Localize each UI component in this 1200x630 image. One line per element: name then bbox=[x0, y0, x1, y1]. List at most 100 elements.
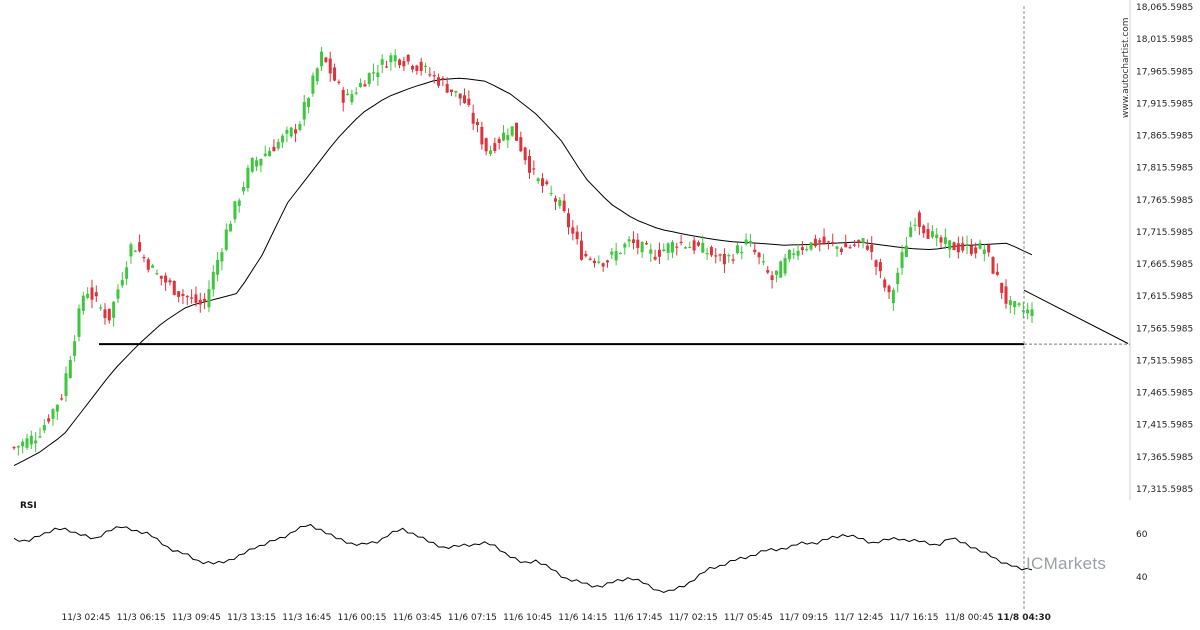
candle-down bbox=[553, 198, 557, 202]
candle-up bbox=[237, 200, 241, 206]
candle-down bbox=[991, 257, 995, 274]
candle-up bbox=[982, 249, 986, 255]
candle-up bbox=[34, 440, 38, 444]
candle-up bbox=[900, 252, 904, 268]
candle-down bbox=[584, 253, 588, 257]
candle-down bbox=[198, 299, 202, 305]
candle-down bbox=[922, 225, 926, 234]
candle-up bbox=[1026, 309, 1030, 314]
candle-up bbox=[623, 243, 627, 248]
candle-down bbox=[272, 146, 276, 152]
time-tick-label: 11/6 07:15 bbox=[448, 613, 497, 623]
candle-up bbox=[372, 72, 376, 74]
candle-down bbox=[566, 213, 570, 228]
candle-up bbox=[627, 239, 631, 242]
candle-down bbox=[159, 275, 163, 279]
candle-up bbox=[935, 234, 939, 239]
candle-up bbox=[796, 250, 800, 256]
candle-down bbox=[493, 143, 497, 152]
candle-up bbox=[913, 224, 917, 226]
candle-up bbox=[346, 93, 350, 96]
candle-up bbox=[242, 187, 246, 192]
candle-down bbox=[523, 147, 527, 161]
candle-down bbox=[956, 243, 960, 253]
candle-down bbox=[138, 242, 142, 252]
candle-down bbox=[952, 242, 956, 251]
price-panel: 18,065.5985 18,015.5985 17,965.5985 17,915.… bbox=[12, 0, 1193, 610]
candle-down bbox=[848, 247, 852, 249]
projection-line bbox=[1023, 289, 1129, 344]
price-tick-label: 17,315.5985 bbox=[1136, 485, 1193, 495]
rsi-tick-label: 40 bbox=[1136, 573, 1148, 583]
candle-down bbox=[94, 292, 98, 297]
candle-up bbox=[281, 135, 285, 143]
candle-up bbox=[133, 250, 137, 252]
candle-up bbox=[774, 270, 778, 275]
candle-down bbox=[822, 236, 826, 244]
candle-up bbox=[81, 295, 85, 311]
candle-up bbox=[263, 153, 267, 156]
candle-up bbox=[380, 59, 384, 65]
candle-up bbox=[666, 243, 670, 253]
candle-down bbox=[562, 200, 566, 212]
price-tick-label: 17,815.5985 bbox=[1136, 164, 1193, 174]
candle-up bbox=[367, 73, 371, 85]
candle-down bbox=[484, 138, 488, 152]
candle-up bbox=[896, 272, 900, 285]
candle-up bbox=[38, 436, 42, 438]
time-tick-label: 11/6 03:45 bbox=[393, 613, 442, 623]
time-axis-ticks: 11/3 02:45 11/3 06:15 11/3 09:45 11/3 13:15… bbox=[61, 613, 1050, 623]
candle-up bbox=[320, 51, 324, 67]
candle-up bbox=[29, 435, 33, 445]
candle-down bbox=[818, 240, 822, 243]
candle-down bbox=[90, 287, 94, 300]
candle-up bbox=[614, 250, 618, 261]
candle-down bbox=[605, 260, 609, 263]
candle-up bbox=[835, 246, 839, 249]
candle-down bbox=[644, 243, 648, 245]
candle-up bbox=[597, 261, 601, 263]
candle-up bbox=[727, 255, 731, 257]
candle-up bbox=[25, 438, 29, 448]
candle-down bbox=[294, 129, 298, 134]
candle-up bbox=[16, 446, 20, 448]
moving-average-path bbox=[13, 77, 1033, 467]
candle-down bbox=[883, 279, 887, 288]
time-tick-label: 11/7 09:15 bbox=[779, 613, 828, 623]
candle-down bbox=[337, 81, 341, 83]
candle-down bbox=[631, 239, 635, 244]
candle-up bbox=[259, 158, 263, 166]
candle-down bbox=[588, 258, 592, 260]
candle-down bbox=[800, 247, 804, 251]
candle-up bbox=[502, 132, 506, 141]
candle-up bbox=[51, 409, 55, 419]
candle-up bbox=[891, 289, 895, 304]
candle-up bbox=[779, 261, 783, 278]
candle-down bbox=[463, 95, 467, 104]
candle-down bbox=[480, 126, 484, 145]
candle-down bbox=[722, 254, 726, 265]
candle-down bbox=[657, 249, 661, 257]
candle-down bbox=[653, 256, 657, 260]
candle-up bbox=[618, 252, 622, 255]
candle-down bbox=[185, 296, 189, 298]
candle-up bbox=[151, 265, 155, 268]
candle-down bbox=[60, 398, 64, 400]
candle-down bbox=[12, 447, 16, 449]
price-tick-label: 17,765.5985 bbox=[1136, 196, 1193, 206]
time-tick-label: 11/7 02:15 bbox=[669, 613, 718, 623]
candle-up bbox=[510, 126, 514, 136]
rsi-title: RSI bbox=[20, 501, 37, 511]
candle-up bbox=[55, 404, 59, 412]
candle-down bbox=[194, 294, 198, 303]
candle-up bbox=[506, 135, 510, 141]
candle-down bbox=[181, 293, 185, 296]
candle-down bbox=[826, 241, 830, 243]
candle-down bbox=[47, 418, 51, 422]
candle-down bbox=[579, 240, 583, 260]
candle-down bbox=[164, 275, 168, 283]
candle-up bbox=[298, 124, 302, 131]
candle-up bbox=[77, 308, 81, 337]
candle-down bbox=[926, 229, 930, 239]
price-tick-label: 17,965.5985 bbox=[1136, 67, 1193, 77]
